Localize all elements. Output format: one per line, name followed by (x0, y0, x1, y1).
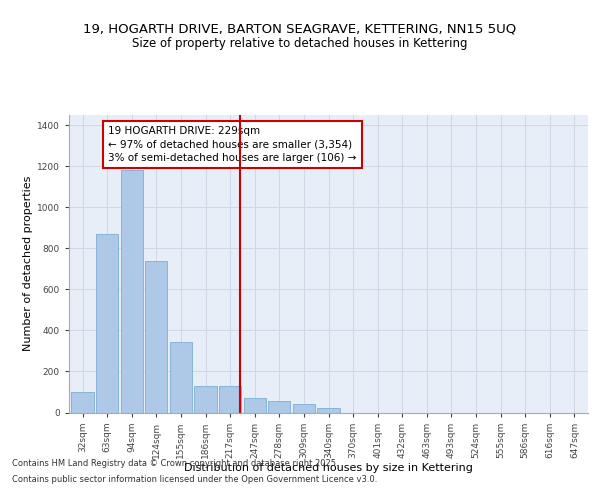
Y-axis label: Number of detached properties: Number of detached properties (23, 176, 33, 352)
Bar (268, 401, 290, 412)
Bar (121, 170, 143, 412)
Bar (244, 398, 266, 412)
Text: 19, HOGARTH DRIVE, BARTON SEAGRAVE, KETTERING, NN15 5UQ: 19, HOGARTH DRIVE, BARTON SEAGRAVE, KETT… (83, 22, 517, 36)
Text: Contains public sector information licensed under the Open Government Licence v3: Contains public sector information licen… (12, 475, 377, 484)
Bar (170, 342, 192, 412)
Bar (96, 234, 118, 412)
X-axis label: Distribution of detached houses by size in Kettering: Distribution of detached houses by size … (184, 464, 473, 473)
Bar (219, 386, 241, 412)
Text: Size of property relative to detached houses in Kettering: Size of property relative to detached ho… (132, 38, 468, 51)
Bar (194, 386, 217, 412)
Bar (293, 404, 315, 412)
Text: Contains HM Land Registry data © Crown copyright and database right 2025.: Contains HM Land Registry data © Crown c… (12, 458, 338, 468)
Bar (317, 408, 340, 412)
Text: 19 HOGARTH DRIVE: 229sqm
← 97% of detached houses are smaller (3,354)
3% of semi: 19 HOGARTH DRIVE: 229sqm ← 97% of detach… (109, 126, 357, 162)
Bar (145, 260, 167, 412)
Bar (71, 392, 94, 412)
